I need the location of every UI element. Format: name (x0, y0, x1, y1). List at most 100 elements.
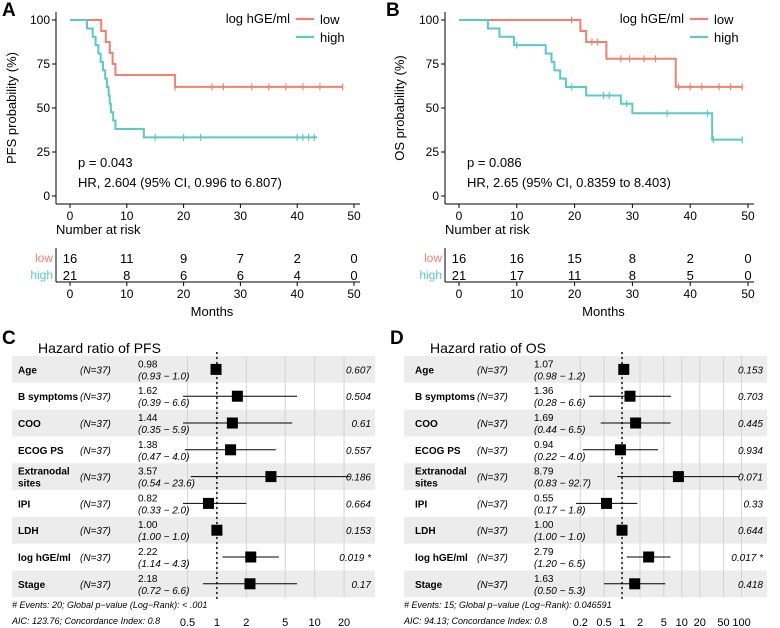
risk-count: 2 (687, 251, 694, 266)
hazard-ratio-text: HR, 2.65 (95% CI, 0.8359 to 8.403) (467, 175, 671, 190)
p-value: p = 0.043 (78, 155, 133, 170)
risk-row-label-high: high (419, 268, 442, 282)
x-tick-label: 30 (234, 209, 248, 223)
risk-count: 0 (744, 251, 751, 266)
forest-row: B symptoms (N=37) 1.36(0.28 − 6.6) 0.703 (415, 386, 763, 409)
variable-name: IPI (415, 499, 427, 510)
confidence-interval: (0.22 − 4.0) (534, 452, 585, 463)
x-tick-label: 10 (309, 617, 321, 628)
y-axis-title: PFS probability (%) (4, 52, 19, 164)
x-axis-title: Months (582, 304, 625, 319)
p-value: 0.607 (346, 365, 371, 376)
hr-point (614, 444, 626, 456)
x-tick-label: 40 (684, 209, 698, 223)
forest-row: B symptoms (N=37) 1.62(0.39 − 6.6) 0.504 (18, 386, 371, 409)
variable-name-line: sites (415, 479, 438, 490)
y-tick-label: 50 (37, 101, 51, 115)
forest-row: COO (N=37) 1.44(0.35 − 5.9) 0.61 (18, 413, 371, 436)
panel-letter: A (2, 0, 16, 21)
hr-point (226, 417, 238, 429)
risk-x-tick-label: 10 (510, 287, 524, 301)
panel-letter: D (390, 328, 404, 349)
p-value: 0.557 (346, 446, 371, 457)
x-tick-label: 30 (626, 209, 640, 223)
p-value: 0.504 (346, 392, 371, 403)
legend-title: log hGE/ml (620, 11, 684, 26)
x-tick-label: 10 (120, 209, 134, 223)
row-shade (12, 356, 375, 383)
forest-row: COO (N=37) 1.69(0.44 − 6.5) 0.445 (415, 413, 763, 436)
risk-x-tick-label: 0 (67, 287, 74, 301)
hazard-ratio-value: 2.79 (534, 547, 554, 558)
hazard-ratio-value: 1.63 (534, 574, 554, 585)
forest-title: Hazard ratio of OS (430, 340, 546, 356)
forest-row: ECOG PS (N=37) 0.94(0.22 − 4.0) 0.934 (415, 440, 763, 463)
y-tick-label: 25 (37, 145, 51, 159)
risk-x-tick-label: 40 (291, 287, 305, 301)
hr-point (629, 578, 641, 590)
hazard-ratio-text: HR, 2.604 (95% CI, 0.996 to 6.807) (78, 175, 282, 190)
risk-count: 21 (63, 268, 77, 283)
sample-size: (N=37) (80, 473, 111, 484)
row-shade (404, 570, 767, 598)
risk-count: 6 (180, 268, 187, 283)
variable-name: COO (18, 419, 41, 430)
x-tick-label: 0.5 (180, 617, 195, 628)
risk-count: 8 (629, 268, 636, 283)
risk-row-label-low: low (35, 251, 53, 265)
sample-size: (N=37) (80, 580, 111, 591)
risk-count: 5 (687, 268, 694, 283)
hr-point (643, 551, 655, 563)
p-value: 0.071 (738, 473, 763, 484)
row-shade (12, 570, 375, 598)
x-tick-label: 0.5 (596, 617, 611, 628)
km-curve-high (70, 19, 318, 139)
hr-point (244, 578, 256, 590)
forest-panel-d: D Hazard ratio of OS Age (N=37) 1.07(0.98 − … (390, 328, 767, 628)
sample-size: (N=37) (477, 365, 508, 376)
panel-letter: B (386, 0, 400, 21)
y-tick-label: 50 (426, 101, 440, 115)
risk-count: 8 (629, 251, 636, 266)
y-tick-label: 100 (419, 13, 439, 27)
forest-row: IPI (N=37) 0.55(0.17 − 1.8) 0.33 (415, 493, 763, 516)
y-tick-label: 0 (43, 189, 50, 203)
footnote-events: # Events: 15; Global p−value (Log−Rank):… (404, 600, 612, 610)
sample-size: (N=37) (80, 419, 111, 430)
sample-size: (N=37) (477, 499, 508, 510)
variable-name-line: Extranodal (415, 467, 467, 478)
forest-row: LDH (N=37) 1.00(1.00 − 1.0) 0.153 (18, 520, 371, 543)
y-tick-label: 0 (432, 189, 439, 203)
risk-row-label-high: high (30, 268, 53, 282)
x-tick-label: 0 (67, 209, 74, 223)
hr-point (231, 390, 243, 402)
risk-count: 16 (452, 251, 466, 266)
forest-row: Stage (N=37) 2.18(0.72 − 6.6) 0.17 (18, 574, 371, 597)
y-axis-title: OS probability (%) (392, 55, 407, 160)
risk-count: 8 (123, 268, 130, 283)
forest-title: Hazard ratio of PFS (38, 340, 161, 356)
risk-count: 0 (350, 251, 357, 266)
p-value: 0.017 * (731, 553, 764, 564)
variable-name: Age (415, 365, 434, 376)
x-tick-label: 20 (338, 617, 350, 628)
confidence-interval: (0.28 − 6.6) (534, 398, 585, 409)
km-curve-low (70, 19, 343, 88)
hr-point (211, 524, 223, 536)
confidence-interval: (0.44 − 6.5) (534, 425, 585, 436)
y-tick-label: 75 (426, 57, 440, 71)
risk-count: 7 (237, 251, 244, 266)
hazard-ratio-value: 0.82 (138, 493, 158, 504)
risk-count: 11 (568, 268, 582, 283)
hr-point (616, 524, 628, 536)
hazard-ratio-value: 8.79 (534, 467, 554, 478)
risk-count: 0 (350, 268, 357, 283)
sample-size: (N=37) (477, 446, 508, 457)
hazard-ratio-value: 1.38 (138, 440, 158, 451)
hazard-ratio-value: 0.94 (534, 440, 554, 451)
confidence-interval: (1.20 − 6.5) (534, 559, 585, 570)
risk-count: 9 (180, 251, 187, 266)
variable-name: Stage (415, 580, 443, 591)
x-tick-label: 50 (717, 617, 729, 628)
